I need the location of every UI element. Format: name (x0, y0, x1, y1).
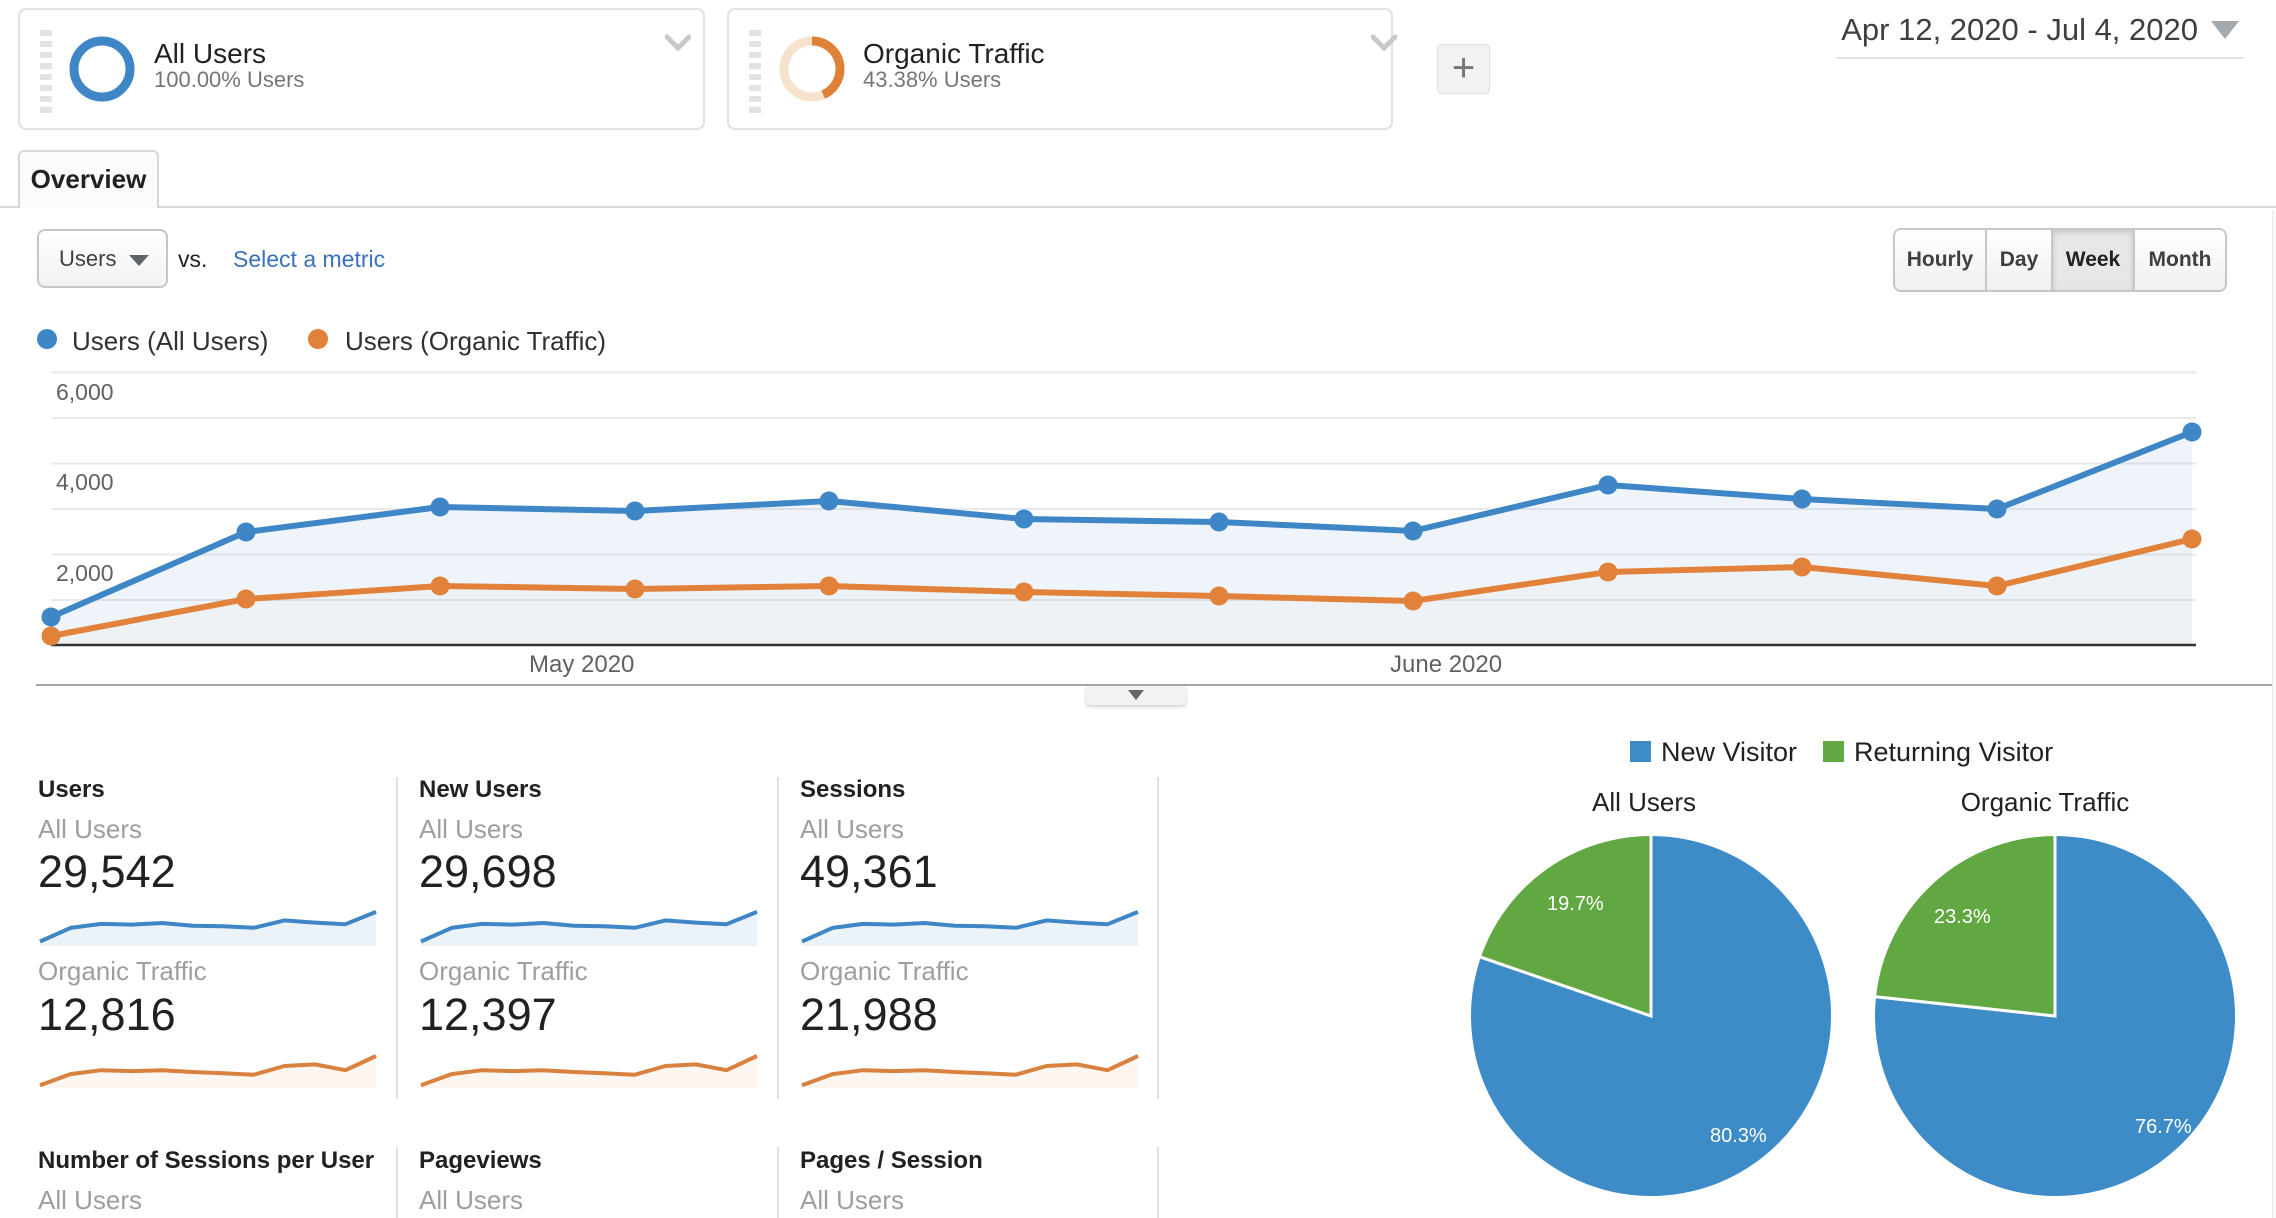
svg-text:4,000: 4,000 (56, 469, 114, 495)
svg-text:May 2020: May 2020 (529, 651, 634, 678)
svg-text:6,000: 6,000 (56, 379, 114, 405)
svg-text:2,000: 2,000 (56, 560, 114, 586)
svg-text:June 2020: June 2020 (1390, 651, 1502, 678)
